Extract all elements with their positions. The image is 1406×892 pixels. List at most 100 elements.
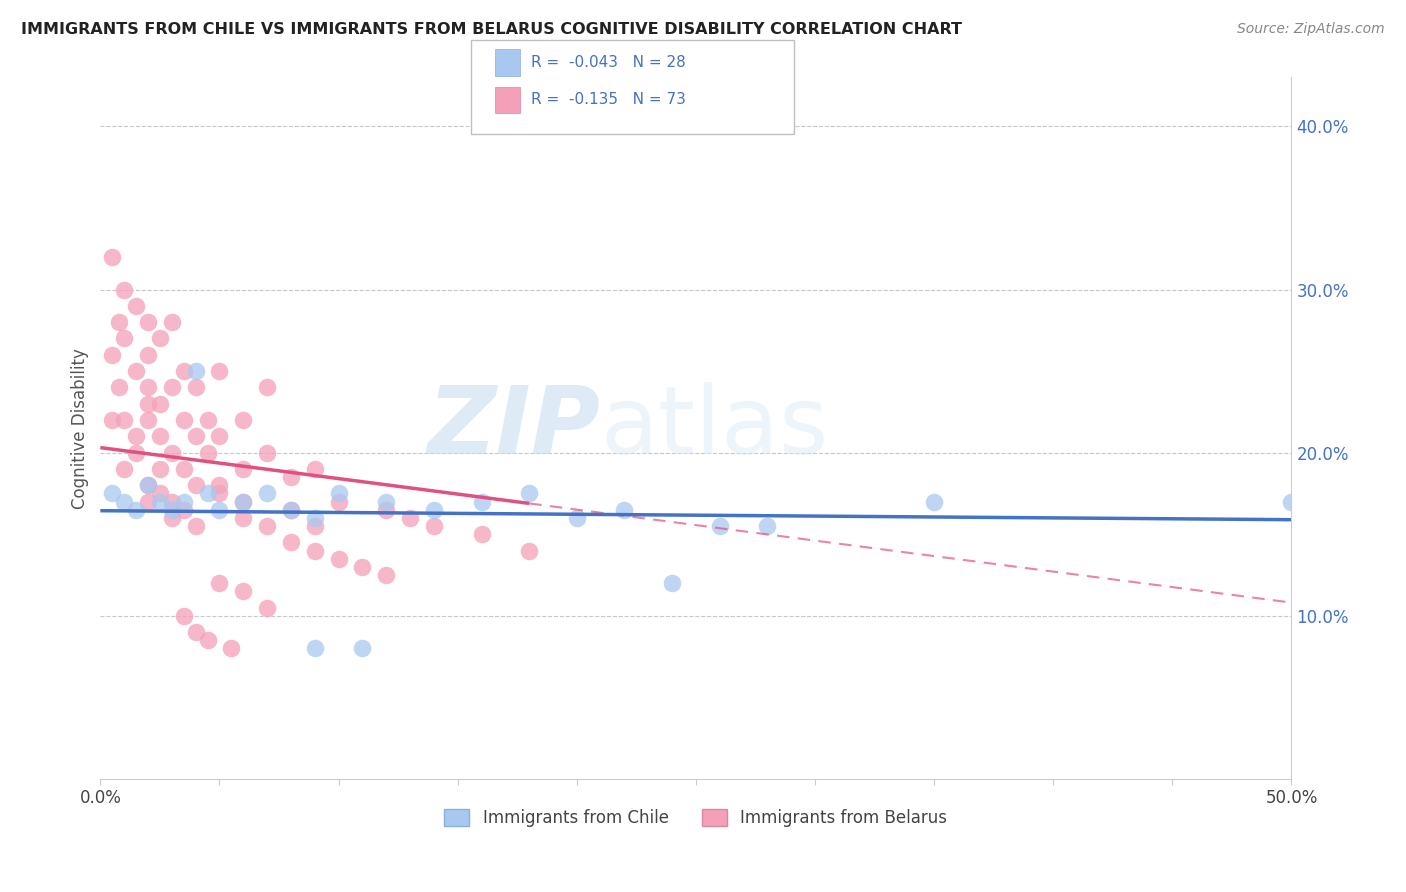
Point	[136, 494, 159, 508]
Point	[125, 429, 148, 443]
Point	[517, 486, 540, 500]
Point	[136, 413, 159, 427]
Point	[709, 519, 731, 533]
Point	[256, 600, 278, 615]
Point	[184, 364, 207, 378]
Point	[375, 568, 398, 582]
Point	[101, 250, 124, 264]
Point	[197, 445, 219, 459]
Point	[922, 494, 945, 508]
Point	[375, 494, 398, 508]
Point	[173, 413, 195, 427]
Point	[136, 348, 159, 362]
Point	[232, 413, 254, 427]
Point	[208, 576, 231, 591]
Point	[208, 502, 231, 516]
Text: IMMIGRANTS FROM CHILE VS IMMIGRANTS FROM BELARUS COGNITIVE DISABILITY CORRELATIO: IMMIGRANTS FROM CHILE VS IMMIGRANTS FROM…	[21, 22, 962, 37]
Point	[112, 494, 135, 508]
Text: R =  -0.135   N = 73: R = -0.135 N = 73	[531, 93, 686, 107]
Point	[136, 380, 159, 394]
Text: atlas: atlas	[600, 382, 830, 475]
Point	[112, 331, 135, 345]
Point	[108, 315, 131, 329]
Point	[423, 519, 446, 533]
Point	[136, 478, 159, 492]
Point	[160, 315, 183, 329]
Point	[208, 364, 231, 378]
Point	[613, 502, 636, 516]
Point	[352, 559, 374, 574]
Point	[173, 608, 195, 623]
Point	[149, 494, 172, 508]
Y-axis label: Cognitive Disability: Cognitive Disability	[72, 348, 89, 508]
Text: Source: ZipAtlas.com: Source: ZipAtlas.com	[1237, 22, 1385, 37]
Point	[304, 511, 326, 525]
Point	[399, 511, 422, 525]
Point	[256, 445, 278, 459]
Point	[125, 502, 148, 516]
Point	[328, 486, 350, 500]
Point	[160, 445, 183, 459]
Text: R =  -0.043   N = 28: R = -0.043 N = 28	[531, 55, 686, 70]
Point	[136, 315, 159, 329]
Point	[136, 478, 159, 492]
Point	[470, 494, 492, 508]
Point	[125, 299, 148, 313]
Point	[280, 502, 302, 516]
Point	[565, 511, 588, 525]
Point	[256, 486, 278, 500]
Point	[232, 494, 254, 508]
Point	[149, 486, 172, 500]
Point	[280, 502, 302, 516]
Point	[136, 397, 159, 411]
Point	[173, 494, 195, 508]
Point	[197, 486, 219, 500]
Point	[328, 494, 350, 508]
Point	[149, 462, 172, 476]
Point	[517, 543, 540, 558]
Point	[756, 519, 779, 533]
Point	[112, 283, 135, 297]
Point	[197, 633, 219, 648]
Point	[184, 429, 207, 443]
Point	[280, 535, 302, 549]
Point	[184, 478, 207, 492]
Point	[149, 331, 172, 345]
Point	[661, 576, 683, 591]
Point	[304, 543, 326, 558]
Point	[304, 519, 326, 533]
Point	[101, 413, 124, 427]
Point	[280, 470, 302, 484]
Point	[149, 397, 172, 411]
Point	[184, 380, 207, 394]
Point	[375, 502, 398, 516]
Point	[173, 462, 195, 476]
Text: ZIP: ZIP	[427, 382, 600, 475]
Point	[197, 413, 219, 427]
Point	[232, 494, 254, 508]
Point	[232, 462, 254, 476]
Point	[160, 502, 183, 516]
Point	[1281, 494, 1303, 508]
Point	[173, 502, 195, 516]
Point	[184, 625, 207, 640]
Point	[149, 429, 172, 443]
Point	[160, 494, 183, 508]
Point	[160, 380, 183, 394]
Point	[328, 551, 350, 566]
Point	[208, 429, 231, 443]
Point	[208, 478, 231, 492]
Point	[173, 364, 195, 378]
Point	[108, 380, 131, 394]
Point	[221, 641, 243, 656]
Point	[304, 641, 326, 656]
Point	[256, 519, 278, 533]
Point	[160, 511, 183, 525]
Legend: Immigrants from Chile, Immigrants from Belarus: Immigrants from Chile, Immigrants from B…	[437, 802, 955, 834]
Point	[112, 413, 135, 427]
Point	[125, 445, 148, 459]
Point	[101, 348, 124, 362]
Point	[423, 502, 446, 516]
Point	[304, 462, 326, 476]
Point	[125, 364, 148, 378]
